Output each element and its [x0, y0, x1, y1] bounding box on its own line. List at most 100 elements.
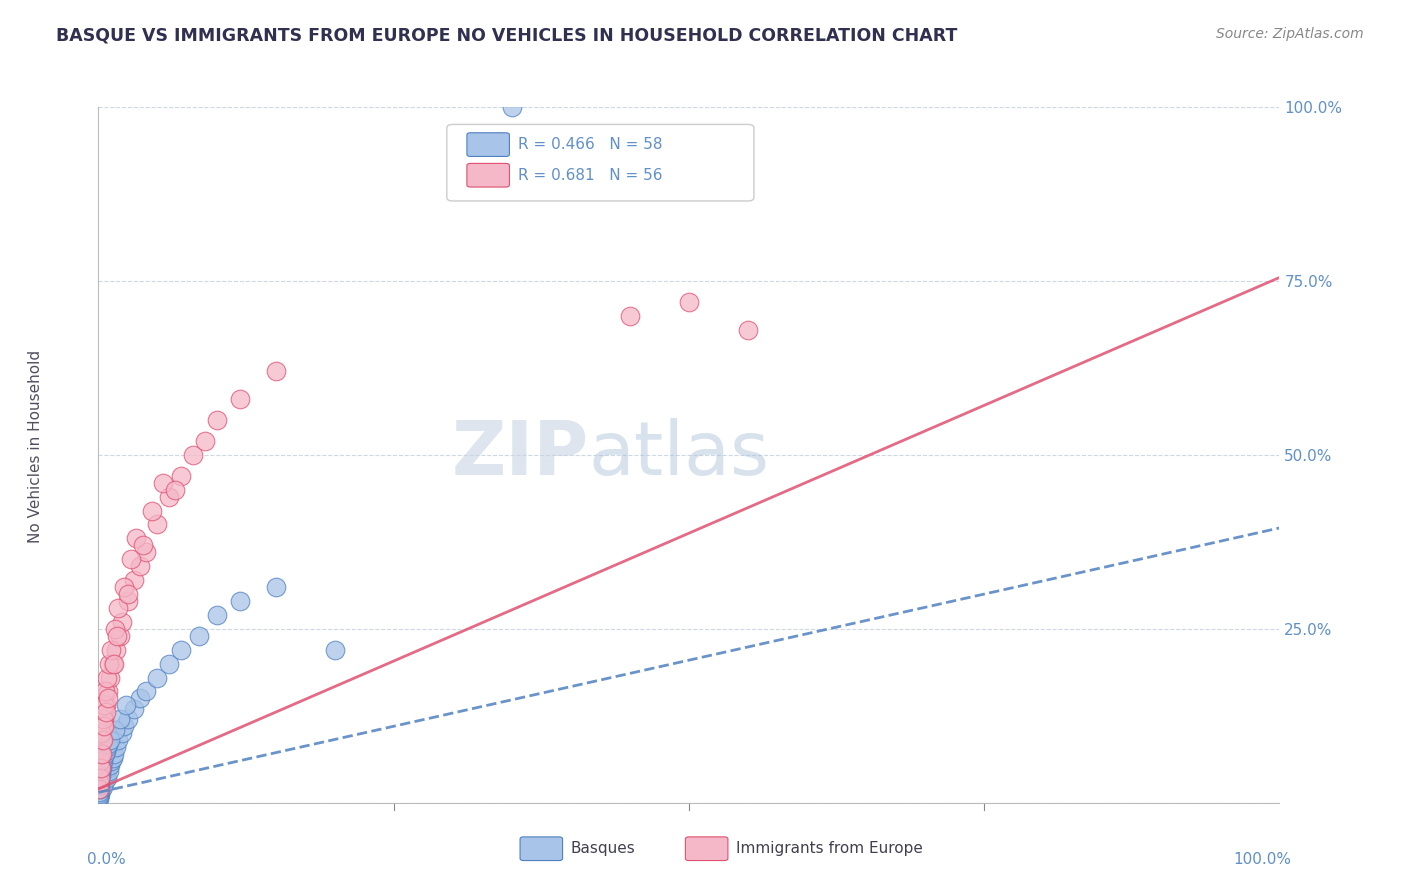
FancyBboxPatch shape [685, 837, 728, 861]
Point [90, 726, 112, 740]
Point [94, 744, 117, 758]
Point [91, 719, 114, 733]
Point [87, 775, 110, 789]
Text: R = 0.681   N = 56: R = 0.681 N = 56 [517, 168, 662, 183]
Point [89, 790, 111, 805]
Point [152, 475, 174, 490]
Point [90, 768, 112, 782]
Point [112, 719, 135, 733]
Text: 100.0%: 100.0% [1233, 852, 1291, 866]
Point [141, 503, 163, 517]
Point [737, 323, 759, 337]
Point [103, 747, 125, 761]
Point [87, 789, 110, 803]
Point [93, 712, 115, 726]
Point [108, 629, 131, 643]
Point [89, 781, 111, 796]
Text: Immigrants from Europe: Immigrants from Europe [737, 841, 924, 856]
Point [107, 733, 129, 747]
Point [170, 642, 193, 657]
Point [678, 294, 700, 309]
Point [122, 702, 145, 716]
Point [89, 788, 111, 802]
Point [121, 552, 143, 566]
FancyBboxPatch shape [447, 124, 754, 201]
Text: atlas: atlas [589, 418, 769, 491]
Point [128, 691, 150, 706]
Point [97, 737, 120, 751]
Point [89, 778, 111, 792]
Point [111, 726, 134, 740]
Point [89, 772, 111, 786]
Point [97, 761, 120, 775]
Point [89, 787, 111, 801]
Point [90, 747, 112, 761]
Point [114, 698, 136, 713]
Point [90, 761, 112, 775]
Point [181, 448, 204, 462]
Point [98, 757, 121, 772]
Point [111, 615, 134, 629]
Point [91, 733, 114, 747]
Point [165, 483, 187, 497]
Point [157, 490, 180, 504]
Point [94, 684, 117, 698]
Point [89, 781, 111, 796]
Text: BASQUE VS IMMIGRANTS FROM EUROPE NO VEHICLES IN HOUSEHOLD CORRELATION CHART: BASQUE VS IMMIGRANTS FROM EUROPE NO VEHI… [56, 27, 957, 45]
Point [125, 532, 148, 546]
Point [97, 684, 120, 698]
Point [117, 594, 139, 608]
Point [501, 100, 523, 114]
Point [194, 434, 217, 448]
Point [90, 778, 112, 792]
Point [94, 768, 117, 782]
Point [108, 712, 131, 726]
Point [89, 754, 111, 768]
Point [89, 789, 111, 803]
Text: No Vehicles in Household: No Vehicles in Household [28, 350, 42, 542]
Point [135, 545, 157, 559]
Point [91, 757, 114, 772]
Point [98, 764, 121, 779]
Point [91, 775, 114, 789]
Point [100, 642, 122, 657]
Point [135, 684, 157, 698]
Text: Basques: Basques [571, 841, 636, 856]
Point [98, 671, 121, 685]
Text: 0.0%: 0.0% [87, 852, 125, 866]
Point [98, 657, 121, 671]
Point [205, 607, 228, 622]
Point [264, 580, 287, 594]
Point [91, 780, 114, 795]
Point [90, 783, 112, 797]
Point [89, 781, 111, 796]
Point [89, 775, 111, 789]
Point [105, 629, 128, 643]
Point [112, 580, 135, 594]
Point [323, 642, 346, 657]
Point [96, 772, 118, 786]
Point [90, 747, 112, 761]
Point [90, 764, 112, 779]
Point [94, 698, 117, 713]
Point [93, 776, 115, 790]
Point [93, 719, 115, 733]
Point [117, 712, 139, 726]
Point [94, 747, 117, 761]
Point [87, 792, 110, 806]
Point [157, 657, 180, 671]
FancyBboxPatch shape [467, 163, 509, 187]
Point [117, 587, 139, 601]
Point [91, 712, 114, 726]
Point [128, 559, 150, 574]
Point [89, 785, 111, 799]
FancyBboxPatch shape [520, 837, 562, 861]
Point [89, 761, 111, 775]
Point [97, 691, 120, 706]
Point [105, 740, 128, 755]
Point [146, 517, 169, 532]
Point [132, 538, 155, 552]
Point [187, 629, 209, 643]
Point [146, 671, 169, 685]
Point [94, 706, 117, 720]
